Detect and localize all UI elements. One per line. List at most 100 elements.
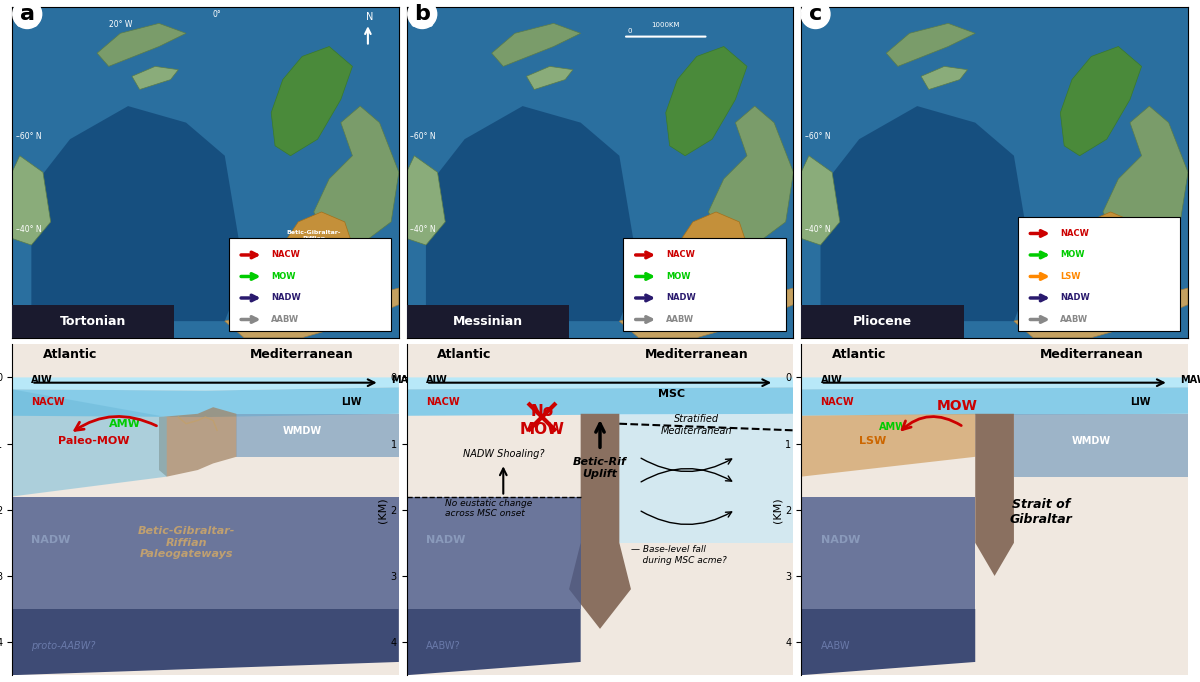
Polygon shape bbox=[1072, 212, 1141, 271]
Text: MSC: MSC bbox=[658, 389, 685, 399]
Text: No
MOW: No MOW bbox=[520, 404, 564, 436]
Text: Strait of
Gibraltar: Strait of Gibraltar bbox=[1009, 498, 1073, 526]
Text: Stratified
Mediterranean: Stratified Mediterranean bbox=[661, 414, 732, 436]
Polygon shape bbox=[12, 155, 50, 245]
Text: NADW: NADW bbox=[271, 293, 301, 302]
Text: –60° N: –60° N bbox=[410, 132, 436, 141]
Text: Mediterranean: Mediterranean bbox=[251, 348, 354, 361]
Text: NADW: NADW bbox=[666, 293, 696, 302]
Text: NACW: NACW bbox=[1061, 228, 1090, 238]
Text: Mediterranean: Mediterranean bbox=[644, 348, 749, 361]
Polygon shape bbox=[569, 414, 631, 629]
Polygon shape bbox=[619, 288, 793, 338]
Text: 0°: 0° bbox=[212, 10, 222, 18]
Text: 20° W: 20° W bbox=[109, 20, 132, 29]
Text: 1000KM: 1000KM bbox=[652, 22, 680, 28]
Text: Pliocene: Pliocene bbox=[853, 314, 912, 327]
Text: Atlantic: Atlantic bbox=[43, 348, 97, 361]
Text: AMW: AMW bbox=[878, 422, 906, 432]
Text: –40° N: –40° N bbox=[410, 225, 436, 234]
Text: MOW: MOW bbox=[271, 272, 295, 281]
Text: LSW: LSW bbox=[859, 436, 887, 445]
Text: proto-AABW?: proto-AABW? bbox=[31, 640, 96, 651]
Text: WMDW: WMDW bbox=[1072, 436, 1111, 445]
Text: LSW: LSW bbox=[1061, 272, 1081, 281]
Text: AMW: AMW bbox=[109, 419, 140, 429]
FancyBboxPatch shape bbox=[407, 305, 569, 338]
Text: NACW: NACW bbox=[821, 397, 854, 407]
Polygon shape bbox=[132, 66, 179, 89]
Polygon shape bbox=[802, 377, 1188, 389]
Text: NACW: NACW bbox=[31, 397, 65, 407]
Text: AIW: AIW bbox=[426, 374, 448, 385]
Y-axis label: (KM): (KM) bbox=[773, 497, 782, 522]
Polygon shape bbox=[802, 496, 976, 609]
Polygon shape bbox=[12, 496, 398, 609]
Polygon shape bbox=[802, 609, 976, 675]
Text: AABW: AABW bbox=[1061, 315, 1088, 324]
Text: AIW: AIW bbox=[821, 374, 842, 385]
Text: –60° N: –60° N bbox=[16, 132, 42, 141]
Text: b: b bbox=[414, 4, 430, 24]
Polygon shape bbox=[97, 23, 186, 66]
Polygon shape bbox=[407, 496, 581, 609]
Text: c: c bbox=[809, 4, 822, 24]
Polygon shape bbox=[31, 106, 244, 321]
FancyBboxPatch shape bbox=[229, 239, 391, 331]
Polygon shape bbox=[619, 414, 793, 543]
Text: c: c bbox=[809, 4, 822, 24]
FancyBboxPatch shape bbox=[802, 305, 964, 338]
Text: Tortonian: Tortonian bbox=[60, 314, 126, 327]
Polygon shape bbox=[708, 106, 793, 245]
Text: N: N bbox=[366, 12, 373, 22]
Polygon shape bbox=[527, 66, 572, 89]
Text: a: a bbox=[19, 4, 35, 24]
FancyBboxPatch shape bbox=[623, 239, 786, 331]
Polygon shape bbox=[802, 414, 976, 477]
Text: a: a bbox=[19, 4, 35, 24]
Text: Atlantic: Atlantic bbox=[832, 348, 887, 361]
Polygon shape bbox=[283, 212, 353, 271]
Polygon shape bbox=[407, 609, 581, 675]
Polygon shape bbox=[492, 23, 581, 66]
Polygon shape bbox=[887, 23, 976, 66]
Text: a: a bbox=[19, 4, 35, 24]
Text: –40° N: –40° N bbox=[16, 225, 42, 234]
Text: Betic-Rif
Uplift: Betic-Rif Uplift bbox=[574, 457, 626, 479]
Text: NADW: NADW bbox=[821, 535, 860, 545]
Polygon shape bbox=[976, 414, 1014, 576]
Polygon shape bbox=[666, 46, 746, 155]
Text: LIW: LIW bbox=[341, 397, 361, 407]
Polygon shape bbox=[12, 387, 398, 417]
Text: NACW: NACW bbox=[666, 250, 695, 259]
Text: AABW: AABW bbox=[271, 315, 299, 324]
Text: MAW: MAW bbox=[1181, 374, 1200, 385]
Y-axis label: (KM): (KM) bbox=[378, 497, 388, 522]
Polygon shape bbox=[12, 377, 398, 391]
Text: AABW?: AABW? bbox=[426, 640, 461, 651]
Text: Atlantic: Atlantic bbox=[438, 348, 492, 361]
Text: NADW: NADW bbox=[31, 535, 71, 545]
Polygon shape bbox=[224, 288, 398, 338]
Polygon shape bbox=[407, 377, 793, 389]
Polygon shape bbox=[1061, 46, 1141, 155]
FancyBboxPatch shape bbox=[12, 305, 174, 338]
Text: AABW: AABW bbox=[821, 640, 850, 651]
Text: c: c bbox=[809, 4, 822, 24]
Text: No eustatic change
across MSC onset: No eustatic change across MSC onset bbox=[445, 499, 533, 518]
Polygon shape bbox=[271, 46, 353, 155]
Text: NADW: NADW bbox=[1061, 293, 1090, 302]
Text: AABW: AABW bbox=[666, 315, 694, 324]
Text: Mediterranean: Mediterranean bbox=[1039, 348, 1144, 361]
Polygon shape bbox=[677, 212, 746, 271]
Text: MAW: MAW bbox=[391, 374, 419, 385]
Text: NACW: NACW bbox=[271, 250, 300, 259]
Text: –40° N: –40° N bbox=[805, 225, 830, 234]
Text: MOW: MOW bbox=[936, 400, 978, 413]
Polygon shape bbox=[12, 609, 398, 675]
Text: AIW: AIW bbox=[31, 374, 53, 385]
Text: MOW: MOW bbox=[1061, 250, 1085, 259]
Text: b: b bbox=[414, 4, 430, 24]
Polygon shape bbox=[236, 414, 398, 457]
Text: NACW: NACW bbox=[426, 397, 460, 407]
